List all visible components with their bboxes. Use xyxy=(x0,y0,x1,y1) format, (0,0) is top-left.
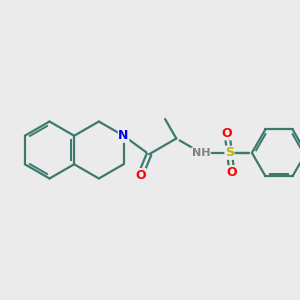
Text: NH: NH xyxy=(192,148,210,158)
Text: O: O xyxy=(226,166,237,179)
Text: O: O xyxy=(135,169,146,182)
Text: S: S xyxy=(225,146,234,159)
Text: O: O xyxy=(222,127,232,140)
Text: N: N xyxy=(118,129,129,142)
